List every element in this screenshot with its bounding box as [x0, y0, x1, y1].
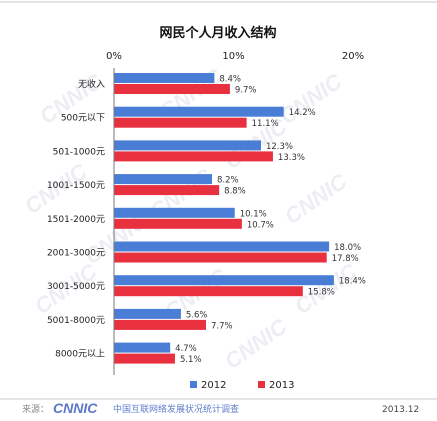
- x-tick-label: 0%: [106, 51, 122, 62]
- bars-layer: 8.4%9.7% 14.2% 11.1% 12.3%13.3% 8.2%8.8% 10.1…: [114, 73, 366, 365]
- data-label-2013: 17.8%: [332, 254, 359, 264]
- bar-2013: [114, 286, 303, 297]
- data-label-2012: 4.7%: [175, 344, 197, 354]
- data-label-2012: 18.0%: [334, 243, 361, 253]
- data-label-2013: 11.1%: [252, 119, 279, 129]
- bar-2013: [114, 84, 230, 94]
- data-label-2013: 13.3%: [278, 153, 305, 163]
- category-label: 2001-3000元: [47, 249, 105, 259]
- bar-2013: [114, 319, 207, 330]
- bar-2013: [114, 117, 247, 128]
- bar-2012: [114, 241, 330, 252]
- legend-swatch-2012: [190, 381, 197, 388]
- category-label: 5001-8000元: [47, 316, 105, 326]
- bar-2012: [114, 174, 212, 185]
- bar-2012: [114, 308, 181, 319]
- bar-2012: [114, 342, 171, 353]
- x-tick-label: 10%: [222, 51, 244, 62]
- chart-title: 网民个人月收入结构: [159, 25, 276, 41]
- footer-org-text: 中国互联网络发展状况统计调查: [113, 403, 239, 415]
- legend-label-2012: 2012: [201, 380, 226, 391]
- data-label-2012: 8.2%: [217, 176, 239, 186]
- data-label-2012: 18.4%: [339, 277, 366, 287]
- x-tick-label: 20%: [342, 51, 364, 62]
- bar-2013: [114, 218, 242, 229]
- legend-swatch-2013: [258, 381, 265, 388]
- category-labels: 无收入 500元以下 501-1000元 1001-1500元 1501-2000元 20…: [47, 78, 105, 360]
- data-label-2013: 5.1%: [180, 355, 202, 365]
- bar-2013: [114, 252, 327, 263]
- cnnic-logo: CNNIC: [53, 400, 98, 416]
- category-label: 500元以下: [61, 114, 105, 124]
- category-label: 1501-2000元: [47, 215, 105, 225]
- category-label: 501-1000元: [53, 147, 105, 157]
- data-label-2012: 8.4%: [219, 75, 241, 85]
- bar-2012: [114, 73, 215, 83]
- data-label-2013: 9.7%: [235, 86, 257, 96]
- category-label: 3001-5000元: [47, 282, 105, 292]
- watermark-text: CNNIC: [275, 68, 347, 129]
- bar-2012: [114, 207, 235, 218]
- category-label: 8000元以上: [55, 349, 105, 360]
- data-label-2013: 10.7%: [247, 220, 274, 230]
- category-label: 1001-1500元: [47, 181, 105, 191]
- data-label-2012: 12.3%: [266, 142, 293, 152]
- x-axis-ticks: 0% 10% 20%: [106, 51, 364, 62]
- category-label: 无收入: [78, 78, 105, 90]
- legend: 2012 2013: [190, 380, 294, 391]
- data-label-2012: 5.6%: [186, 310, 208, 320]
- data-label-2013: 8.8%: [224, 187, 246, 197]
- watermark-text: CNNIC: [280, 168, 352, 229]
- source-label: 来源：: [22, 404, 49, 415]
- bar-2012: [114, 275, 334, 286]
- bar-2012: [114, 106, 284, 117]
- bar-2012: [114, 140, 261, 151]
- bar-2013: [114, 185, 220, 196]
- data-label-2012: 10.1%: [240, 209, 267, 219]
- bar-2013: [114, 151, 273, 162]
- footer: 来源： CNNIC 中国互联网络发展状况统计调查 2013.12: [22, 400, 419, 416]
- data-label-2012: 14.2%: [289, 108, 316, 118]
- decor-layer: [0, 1, 437, 400]
- legend-label-2013: 2013: [269, 380, 294, 391]
- footer-date: 2013.12: [382, 405, 419, 415]
- bar-2013: [114, 353, 175, 364]
- data-label-2013: 7.7%: [211, 321, 233, 331]
- data-label-2013: 15.8%: [308, 288, 335, 298]
